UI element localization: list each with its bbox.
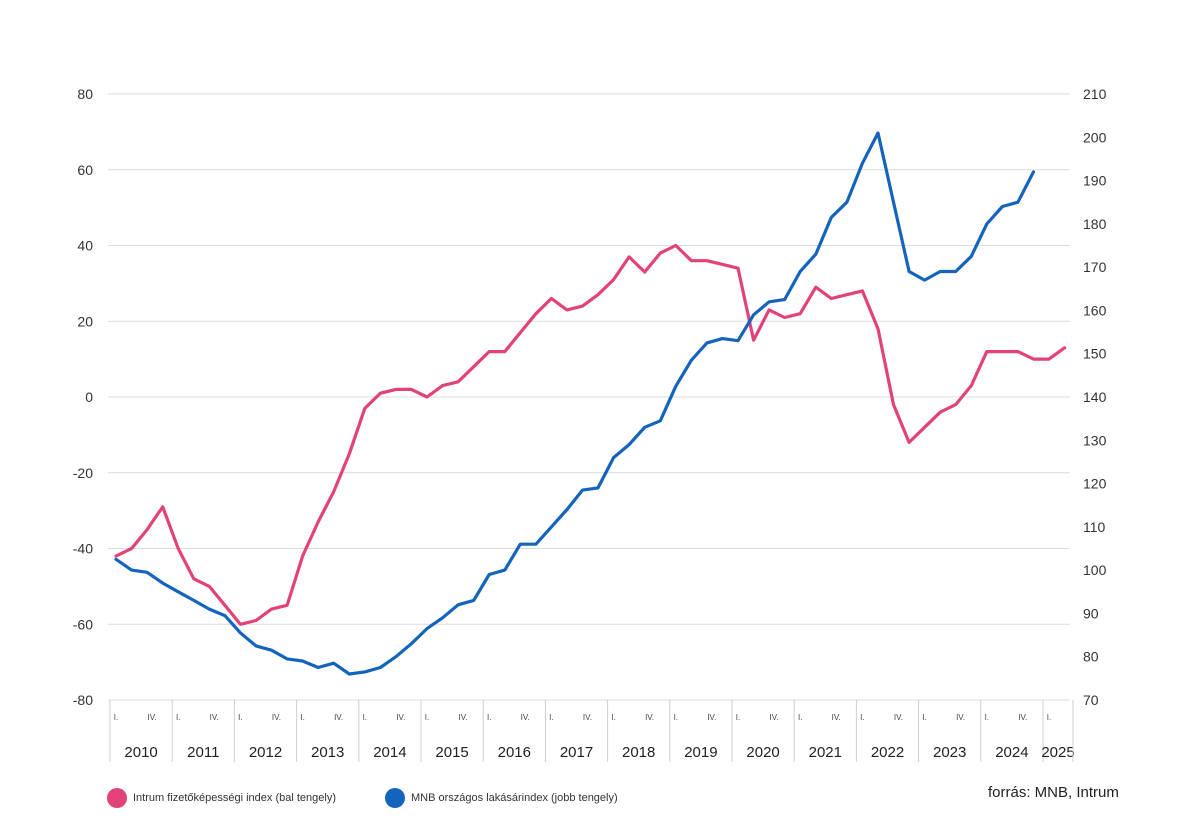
right-axis-tick-label: 180	[1083, 216, 1107, 232]
x-axis-quarter-label: IV.	[458, 713, 467, 722]
x-axis-quarter-label: IV.	[334, 713, 343, 722]
x-axis-quarter-label: IV.	[583, 713, 592, 722]
legend-label-mnb: MNB országos lakásárindex (jobb tengely)	[411, 792, 618, 804]
right-axis-tick-label: 150	[1083, 346, 1107, 362]
x-axis-quarter-label: IV.	[832, 713, 841, 722]
legend-item-mnb: MNB országos lakásárindex (jobb tengely)	[385, 788, 618, 808]
left-axis-tick-label: -80	[73, 692, 93, 708]
x-axis-quarter-label: I.	[176, 713, 180, 722]
x-axis-quarter-label: I.	[736, 713, 740, 722]
right-axis-tick-label: 190	[1083, 173, 1107, 189]
x-axis-quarter-label: I.	[549, 713, 553, 722]
x-axis-year-label: 2018	[622, 744, 655, 761]
x-axis-quarter-label: IV.	[147, 713, 156, 722]
legend-label-intrum: Intrum fizetőképességi index (bal tengel…	[133, 792, 336, 804]
left-axis-tick-label: 0	[85, 389, 93, 405]
x-axis-quarter-label: I.	[300, 713, 304, 722]
x-axis-quarter-label: I.	[798, 713, 802, 722]
x-axis-quarter-label: I.	[674, 713, 678, 722]
x-axis-year-label: 2020	[746, 744, 779, 761]
right-axis-tick-label: 120	[1083, 476, 1107, 492]
left-axis-tick-label: 20	[77, 313, 93, 329]
x-axis-quarter-label: I.	[611, 713, 615, 722]
right-axis-tick-label: 160	[1083, 302, 1107, 318]
right-axis-tick-label: 200	[1083, 129, 1107, 145]
x-axis-quarter-label: I.	[860, 713, 864, 722]
right-axis-tick-label: 70	[1083, 692, 1099, 708]
x-axis-year-label: 2021	[809, 744, 842, 761]
x-axis-quarter-label: I.	[985, 713, 989, 722]
right-axis-tick-label: 80	[1083, 649, 1099, 665]
x-axis-quarter-label: IV.	[645, 713, 654, 722]
left-axis-tick-label: 60	[77, 162, 93, 178]
left-axis-tick-label: -20	[73, 465, 93, 481]
right-axis-tick-label: 130	[1083, 432, 1107, 448]
x-axis-year-label: 2012	[249, 744, 282, 761]
x-axis-quarter-label: IV.	[396, 713, 405, 722]
legend-marker-mnb	[385, 788, 405, 808]
x-axis-quarter-label: I.	[238, 713, 242, 722]
left-axis-tick-label: -40	[73, 541, 93, 557]
x-axis-year-label: 2010	[124, 744, 157, 761]
series-line-intrum	[114, 243, 1067, 626]
right-axis-tick-label: 100	[1083, 562, 1107, 578]
x-axis-quarter-label: I.	[425, 713, 429, 722]
right-axis-tick-label: 90	[1083, 605, 1099, 621]
x-axis-quarter-label: IV.	[521, 713, 530, 722]
series-line-mnb	[114, 131, 1036, 676]
x-axis-quarter-label: IV.	[894, 713, 903, 722]
x-axis-quarter-label: I.	[487, 713, 491, 722]
legend-item-intrum: Intrum fizetőképességi index (bal tengel…	[107, 788, 336, 808]
x-axis-quarter-label: IV.	[769, 713, 778, 722]
x-axis-year-label: 2019	[684, 744, 717, 761]
x-axis-year-label: 2022	[871, 744, 904, 761]
source-note: forrás: MNB, Intrum	[988, 784, 1119, 801]
x-axis-quarter-label: IV.	[210, 713, 219, 722]
x-axis-quarter-label: IV.	[707, 713, 716, 722]
right-axis-tick-label: 170	[1083, 259, 1107, 275]
x-axis-quarter-label: IV.	[272, 713, 281, 722]
right-axis-tick-label: 110	[1083, 519, 1106, 535]
x-axis-quarter-label: IV.	[1018, 713, 1027, 722]
x-axis-quarter-label: I.	[363, 713, 367, 722]
x-axis-year-label: 2016	[498, 744, 531, 761]
x-axis-year-label: 2025	[1041, 744, 1074, 761]
x-axis-quarter-label: I.	[114, 713, 118, 722]
x-axis-year-label: 2013	[311, 744, 344, 761]
x-axis-quarter-label: I.	[1047, 713, 1051, 722]
x-axis-year-label: 2015	[435, 744, 468, 761]
left-axis-tick-label: 40	[77, 238, 93, 254]
right-axis-tick-label: 140	[1083, 389, 1107, 405]
x-axis-year-label: 2024	[995, 744, 1028, 761]
x-axis-year-label: 2017	[560, 744, 593, 761]
right-axis-tick-label: 210	[1083, 86, 1107, 102]
left-axis-tick-label: 80	[77, 86, 93, 102]
x-axis-year-label: 2014	[373, 744, 406, 761]
left-axis-tick-label: -60	[73, 616, 93, 632]
x-axis-year-label: 2023	[933, 744, 966, 761]
legend-marker-intrum	[107, 788, 127, 808]
x-axis-quarter-label: IV.	[956, 713, 965, 722]
x-axis-year-label: 2011	[187, 744, 219, 761]
x-axis-quarter-label: I.	[922, 713, 926, 722]
